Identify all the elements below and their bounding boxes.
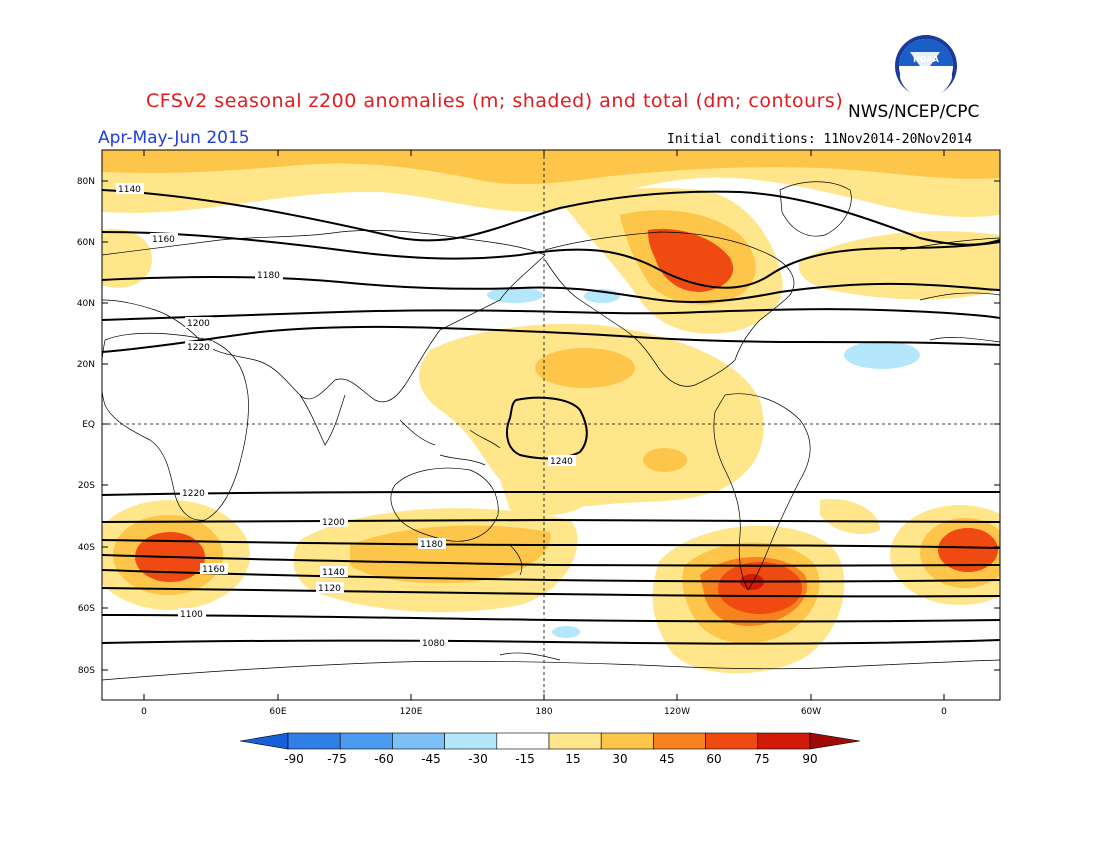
contour-label: 1200 bbox=[322, 518, 345, 528]
colorbar-segment bbox=[548, 732, 602, 750]
lon-tick-label: 60W bbox=[801, 707, 821, 717]
colorbar-label: 45 bbox=[659, 752, 674, 766]
noaa-logo: NOAA bbox=[895, 35, 957, 98]
map-title: CFSv2 seasonal z200 anomalies (m; shaded… bbox=[146, 90, 844, 112]
contour-label: 1080 bbox=[422, 639, 445, 649]
colorbar-label: -45 bbox=[421, 752, 441, 766]
colorbar-label: 30 bbox=[612, 752, 627, 766]
lat-tick-label: 20N bbox=[77, 360, 95, 370]
lon-tick-label: 0 bbox=[941, 707, 947, 717]
colorbar-label: -60 bbox=[374, 752, 394, 766]
lat-tick-label: 80N bbox=[77, 177, 95, 187]
lat-tick-label: 40N bbox=[77, 299, 95, 309]
colorbar-arrow-left bbox=[239, 732, 289, 750]
contour-label: 1240 bbox=[550, 457, 573, 467]
contour-label: 1160 bbox=[202, 565, 225, 575]
map-frame bbox=[101, 149, 1001, 701]
lat-tick-label: EQ bbox=[82, 420, 95, 430]
contour-label: 1140 bbox=[118, 185, 141, 195]
anomaly-shading bbox=[102, 150, 1000, 674]
lat-tick-label: 20S bbox=[78, 481, 95, 491]
contour-label: 1180 bbox=[257, 271, 280, 281]
colorbar-segment bbox=[444, 732, 498, 750]
contour-label: 1140 bbox=[322, 568, 345, 578]
colorbar-label: -75 bbox=[327, 752, 347, 766]
lon-axis: 0 60E 120E 180 120W 60W 0 bbox=[141, 150, 947, 717]
lat-tick-label: 40S bbox=[78, 543, 95, 553]
colorbar-segment bbox=[653, 732, 706, 750]
colorbar-label: 90 bbox=[802, 752, 817, 766]
colorbar-label: 15 bbox=[565, 752, 580, 766]
colorbar-label: 75 bbox=[754, 752, 769, 766]
height-contours bbox=[102, 189, 1000, 645]
lon-tick-label: 120W bbox=[664, 707, 690, 717]
lon-tick-label: 60E bbox=[269, 707, 286, 717]
colorbar-segment bbox=[600, 732, 654, 750]
forecast-period: Apr-May-Jun 2015 bbox=[98, 128, 250, 148]
colorbar-segment bbox=[705, 732, 759, 750]
contour-label: 1120 bbox=[318, 584, 341, 594]
colorbar-arrow-right bbox=[809, 732, 861, 750]
contour-labels: 1140 1160 1180 1200 1220 1240 1220 1200 … bbox=[116, 183, 576, 649]
colorbar-label: -30 bbox=[468, 752, 488, 766]
map-area: 1140 1160 1180 1200 1220 1240 1220 1200 … bbox=[102, 150, 1000, 700]
contour-label: 1220 bbox=[182, 489, 205, 499]
agency-label: NWS/NCEP/CPC bbox=[848, 102, 980, 122]
contour-label: 1180 bbox=[420, 540, 443, 550]
colorbar-segment bbox=[339, 732, 393, 750]
lat-axis: 80N 60N 40N 20N EQ 20S 40S 60S 80S bbox=[77, 177, 1000, 676]
colorbar-label: 60 bbox=[706, 752, 721, 766]
contour-label: 1160 bbox=[152, 235, 175, 245]
svg-text:NOAA: NOAA bbox=[913, 55, 939, 64]
colorbar-segment bbox=[496, 732, 550, 750]
lon-tick-label: 180 bbox=[535, 707, 552, 717]
coastlines bbox=[102, 181, 1000, 681]
colorbar-label: -90 bbox=[284, 752, 304, 766]
lon-tick-label: 0 bbox=[141, 707, 147, 717]
colorbar-label: -15 bbox=[515, 752, 535, 766]
colorbar-segment bbox=[287, 732, 341, 750]
lat-tick-label: 60S bbox=[78, 604, 95, 614]
lon-tick-label: 120E bbox=[400, 707, 423, 717]
colorbar-segment bbox=[757, 732, 811, 750]
lat-tick-label: 60N bbox=[77, 238, 95, 248]
initial-conditions: Initial conditions: 11Nov2014-20Nov2014 bbox=[667, 132, 973, 147]
contour-label: 1220 bbox=[187, 343, 210, 353]
colorbar-segment bbox=[392, 732, 445, 750]
contour-label: 1200 bbox=[187, 319, 210, 329]
contour-label: 1100 bbox=[180, 610, 203, 620]
lat-tick-label: 80S bbox=[78, 666, 95, 676]
colorbar: -90 -75 -60 -45 -30 -15 15 30 45 60 75 90 bbox=[239, 732, 861, 766]
